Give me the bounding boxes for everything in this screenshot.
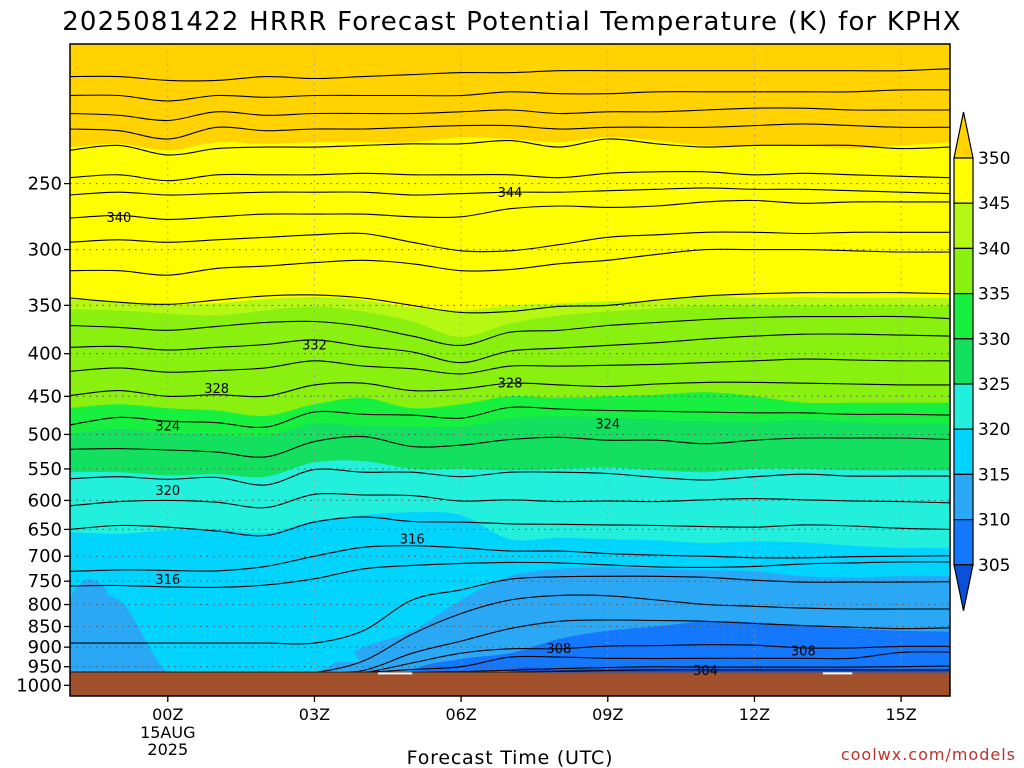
y-tick-label: 450 [28,386,62,407]
isentrope-line [70,248,950,276]
contour-label: 316 [155,573,180,588]
shading-bands [70,44,950,696]
contour-label: 304 [693,664,718,679]
colorbar-tick-label: 320 [978,420,1010,440]
colorbar-segment [953,202,974,249]
colorbar-segment [953,428,974,476]
colorbar-segment [953,338,974,385]
colorbar-tick-label: 315 [978,465,1010,485]
colorbar-tick-label: 305 [978,556,1010,576]
y-tick-label: 300 [28,240,62,261]
isentrope-line [70,333,950,364]
isentrope-line [70,492,950,509]
y-tick-label: 750 [28,571,62,592]
y-axis-ticks: 2503003504004505005506006507007508008509… [16,174,70,696]
isentrope-line [70,468,950,486]
isentrope-line [70,435,950,458]
isentrope-line [70,107,950,122]
y-tick-label: 850 [28,616,62,637]
ground-rect [70,672,950,696]
contour-label: 324 [155,420,180,435]
contour-labels: 344 340 332 328 328 324 324 320 316 316 308 308 304 [106,186,816,679]
y-tick-label: 800 [28,595,62,616]
colorbar-tick-label: 335 [978,285,1010,305]
isentrope-line [70,138,950,156]
y-tick-label: 250 [28,174,62,195]
colorbar-arrow-top [953,111,974,159]
y-tick-label: 400 [28,344,62,365]
band-blob-310 [70,579,113,655]
colorbar-segment [953,247,974,295]
x-tick-date: 2025 [147,740,188,759]
colorbar-segment [953,518,974,566]
grid-lines [70,44,950,696]
colorbar: 350 345 340 335 330 325 320 315 310 305 [953,111,1010,611]
y-tick-label: 350 [28,295,62,316]
contour-label: 328 [498,376,523,391]
isentrope-line [70,406,950,429]
contour-label: 332 [302,339,327,354]
isentrope-line [70,170,950,182]
isentrope-line [70,358,950,375]
contour-label: 316 [400,533,425,548]
colorbar-tick-label: 325 [978,375,1010,395]
isentrope-line [70,575,950,645]
colorbar-tick-label: 350 [978,149,1010,169]
plot-area [70,44,950,696]
band-pocket-315 [262,612,360,662]
isentrope-line [70,561,950,589]
x-axis-label: Forecast Time (UTC) [407,747,614,768]
isentrope-line [70,669,950,674]
isentrope-line [70,292,950,314]
colorbar-segment [953,383,974,430]
isentrope-line [70,381,950,398]
ground-fill [70,672,950,696]
y-tick-label: 950 [28,657,62,678]
isentrope-line [70,545,950,572]
x-tick-label: 06Z [445,705,476,724]
contour-label: 320 [155,484,180,499]
colorbar-segment [953,293,974,340]
isentrope-line [70,123,950,140]
contour-label: 324 [595,417,620,432]
isentrope-line [70,516,950,537]
isentrope-line [70,68,950,82]
contour-label: 308 [791,644,816,659]
colorbar-arrow-bottom [953,564,974,611]
x-tick-label: 15Z [885,705,916,724]
contour-label: 308 [546,642,571,657]
y-tick-label: 900 [28,637,62,658]
x-tick-label: 09Z [592,705,623,724]
chart-title: 2025081422 HRRR Forecast Potential Tempe… [62,7,962,37]
y-tick-label: 1000 [16,675,62,696]
plot-frame [69,43,951,697]
contour-label: 328 [204,382,229,397]
contour-label: 340 [106,211,131,226]
y-tick-label: 500 [28,424,62,445]
colorbar-tick-label: 345 [978,194,1010,214]
colorbar-segment [953,157,974,204]
isentropes [70,68,950,674]
colorbar-segment [953,473,974,521]
isentrope-line [70,199,950,220]
contour-label: 344 [498,186,523,201]
isentrope-line [70,187,950,196]
colorbar-tick-label: 330 [978,330,1010,350]
colorbar-tick-label: 340 [978,239,1010,259]
x-tick-date: 15AUG [140,723,195,742]
credit-text[interactable]: coolwx.com/models [841,745,1016,764]
isentrope-line [70,315,950,346]
x-tick-label: 12Z [739,705,770,724]
y-tick-label: 650 [28,519,62,540]
y-tick-label: 600 [28,490,62,511]
y-tick-label: 550 [28,459,62,480]
isentrope-line [70,231,950,253]
colorbar-tick-label: 310 [978,511,1010,531]
isentrope-line [70,89,950,102]
y-tick-label: 700 [28,546,62,567]
x-tick-label: 03Z [299,705,330,724]
x-tick-label: 00Z [152,705,183,724]
